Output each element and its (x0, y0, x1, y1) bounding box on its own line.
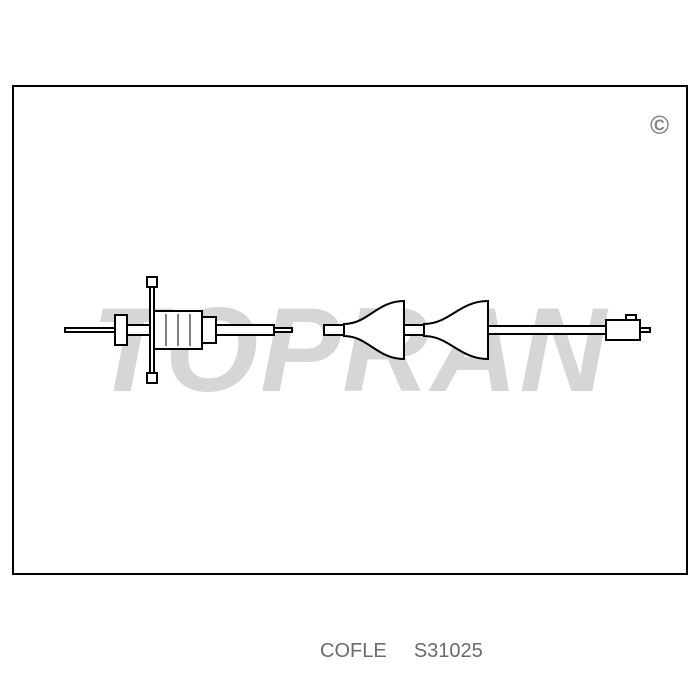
caption-partno: S31025 (414, 640, 483, 662)
cable-diagram-svg (0, 0, 700, 700)
caption-brand: COFLE (320, 640, 387, 662)
caption-container: COFLE S31025 (320, 640, 483, 663)
